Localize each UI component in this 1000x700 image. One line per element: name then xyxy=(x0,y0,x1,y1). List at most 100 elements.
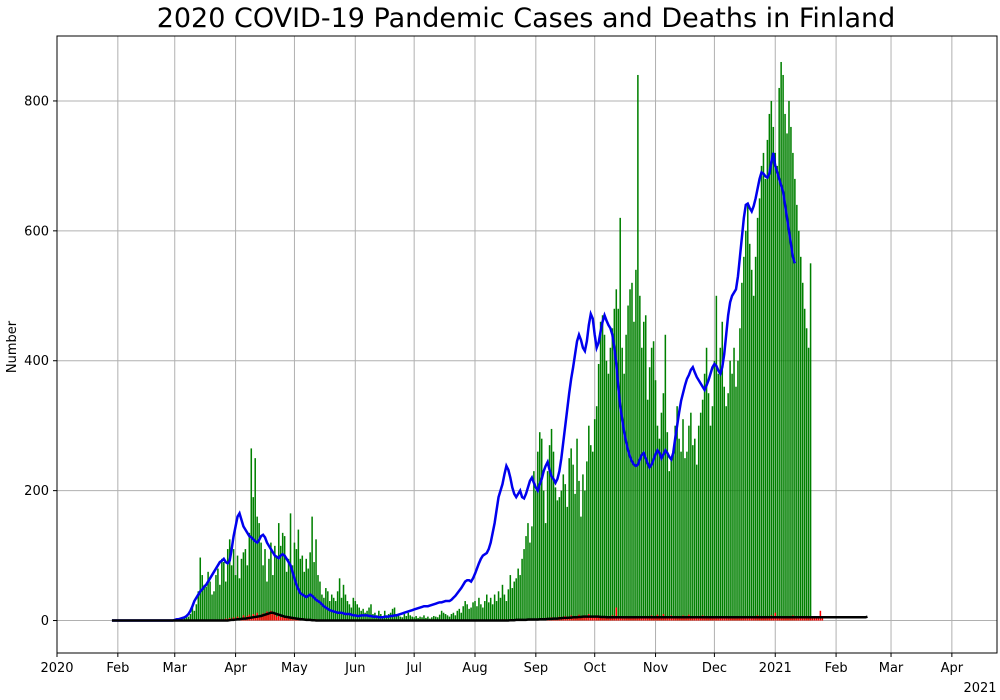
daily-death-bar xyxy=(574,616,576,621)
daily-case-bar xyxy=(701,399,704,621)
daily-case-bar xyxy=(228,539,231,621)
daily-case-bar xyxy=(733,347,735,621)
daily-case-bar xyxy=(717,373,720,621)
daily-death-bar xyxy=(276,616,278,621)
daily-case-bar xyxy=(258,523,260,621)
daily-case-bar xyxy=(507,589,510,621)
daily-case-bar xyxy=(338,578,341,621)
daily-death-bar xyxy=(609,617,612,621)
daily-case-bar xyxy=(601,315,604,621)
daily-case-bar xyxy=(486,594,488,621)
daily-case-bar xyxy=(299,558,302,621)
daily-case-bar xyxy=(552,451,555,621)
daily-death-bar xyxy=(782,616,784,621)
daily-case-bar xyxy=(283,536,286,621)
y-tick-label: 0 xyxy=(41,614,49,629)
daily-case-bar xyxy=(472,602,474,621)
daily-death-bar xyxy=(717,618,720,621)
daily-case-bar xyxy=(566,506,568,621)
daily-death-bar xyxy=(595,615,598,621)
daily-case-bar xyxy=(215,575,217,621)
daily-death-bar xyxy=(729,617,731,621)
daily-death-bar xyxy=(727,618,729,621)
daily-death-bar xyxy=(576,617,578,621)
daily-case-bar xyxy=(330,594,333,621)
daily-case-bar xyxy=(644,315,647,621)
daily-case-bar xyxy=(540,438,543,621)
daily-death-bar xyxy=(591,616,594,621)
daily-case-bar xyxy=(476,606,478,621)
daily-case-bar xyxy=(230,565,233,621)
daily-death-bar xyxy=(568,617,570,621)
daily-case-bar xyxy=(768,113,771,621)
daily-death-bar xyxy=(607,617,610,621)
daily-case-bar xyxy=(201,575,203,621)
daily-case-bar xyxy=(729,360,731,621)
daily-case-bar xyxy=(489,597,492,621)
daily-case-bar xyxy=(709,425,712,621)
daily-case-bar xyxy=(460,612,463,621)
daily-death-bar xyxy=(639,616,641,621)
daily-case-bar xyxy=(711,406,714,621)
daily-death-bar xyxy=(658,616,661,621)
daily-case-bar xyxy=(666,432,669,621)
daily-case-bar xyxy=(226,549,229,621)
daily-case-bar xyxy=(784,113,786,621)
daily-death-bar xyxy=(652,617,655,621)
daily-case-bar xyxy=(240,558,243,621)
daily-case-bar xyxy=(635,269,637,621)
daily-case-bar xyxy=(417,617,419,621)
daily-death-bar xyxy=(711,616,714,621)
daily-case-bar xyxy=(199,557,202,621)
daily-death-bar xyxy=(752,616,755,621)
x-tick-label: Mar xyxy=(162,661,187,676)
daily-case-bar xyxy=(684,458,686,621)
daily-case-bar xyxy=(652,341,655,621)
daily-case-bar xyxy=(692,445,694,621)
daily-case-bar xyxy=(205,586,207,621)
daily-case-bar xyxy=(780,61,782,621)
daily-case-bar xyxy=(588,425,590,621)
y-tick-label: 400 xyxy=(24,354,49,369)
daily-death-bar xyxy=(289,617,292,621)
daily-case-bar xyxy=(358,607,360,621)
daily-death-bar xyxy=(260,614,262,621)
daily-death-bar xyxy=(566,618,568,621)
daily-case-bar xyxy=(407,612,410,621)
daily-case-bar xyxy=(474,601,476,621)
daily-case-bar xyxy=(378,610,380,621)
daily-case-bar xyxy=(676,406,678,621)
daily-case-bar xyxy=(690,412,692,621)
daily-death-bar xyxy=(623,618,625,621)
daily-death-bar xyxy=(629,617,631,621)
daily-death-bar xyxy=(788,616,790,621)
daily-case-bar xyxy=(470,607,472,621)
daily-case-bar xyxy=(662,393,665,621)
daily-death-bar xyxy=(621,616,623,621)
daily-case-bar xyxy=(799,256,802,621)
daily-case-bar xyxy=(397,615,400,621)
daily-case-bar xyxy=(187,616,190,621)
daily-case-bar xyxy=(664,334,667,621)
daily-case-bar xyxy=(458,608,461,621)
daily-case-bar xyxy=(641,347,643,621)
daily-case-bar xyxy=(680,451,682,621)
y-tick-label: 200 xyxy=(24,484,49,499)
daily-death-bar xyxy=(766,617,769,621)
daily-case-bar xyxy=(525,536,527,621)
daily-case-bar xyxy=(505,601,508,621)
x-tick-label: Aug xyxy=(462,661,487,676)
daily-death-bar xyxy=(262,613,264,621)
daily-death-bar xyxy=(819,610,822,621)
daily-case-bar xyxy=(399,616,402,621)
daily-case-bar xyxy=(254,458,256,621)
daily-death-bar xyxy=(794,617,796,621)
daily-case-bar xyxy=(631,282,633,621)
daily-case-bar xyxy=(348,604,351,621)
daily-case-bar xyxy=(707,393,710,621)
daily-death-bar xyxy=(719,617,722,621)
daily-case-bar xyxy=(385,615,388,621)
daily-case-bar xyxy=(191,607,194,621)
daily-case-bar xyxy=(754,256,757,621)
